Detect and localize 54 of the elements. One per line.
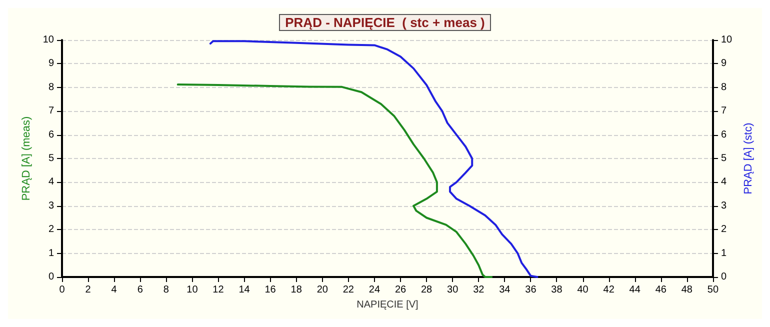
y2-tick-label: 5 [720, 153, 727, 164]
y-tick-label: 9 [48, 58, 54, 70]
x-tick-label: 20 [316, 284, 328, 296]
x-tick-label: 42 [603, 284, 615, 296]
y-tick-label: 10 [42, 34, 54, 46]
y-tick-label: 8 [48, 82, 54, 93]
y2-tick-label: 2 [720, 224, 727, 236]
x-tick-label: 16 [264, 284, 276, 296]
y-tick-label: 1 [48, 248, 54, 259]
y2-tick-label: 3 [720, 200, 727, 212]
x-tick-label: 14 [238, 284, 250, 296]
x-tick-label: 48 [681, 284, 693, 296]
y-tick-label: 2 [48, 224, 54, 236]
y2-tick-label: 7 [720, 106, 727, 117]
y2-tick-label: 0 [720, 272, 727, 282]
y2-tick-label: 6 [720, 129, 727, 140]
x-tick-label: 26 [394, 284, 407, 296]
x-tick-label: 38 [551, 284, 563, 296]
y-tick-label: 6 [48, 129, 54, 140]
x-tick-label: 36 [525, 284, 537, 296]
x-tick-label: 24 [368, 284, 380, 296]
x-tick-label: 8 [163, 284, 170, 296]
x-tick-label: 4 [111, 284, 118, 296]
y-axis-title: PRĄD [A] (meas) [20, 116, 32, 201]
y-tick-label: 3 [48, 200, 54, 212]
y2-tick-label: 1 [720, 248, 727, 259]
y-tick-label: 7 [48, 106, 54, 117]
x-tick-label: 34 [499, 284, 511, 296]
line-series [209, 40, 538, 278]
chart-title: PRĄD - NAPIĘCIE ( stc + meas ) [285, 15, 485, 30]
y-tick-label: 5 [48, 153, 54, 164]
y-tick-label: 4 [48, 176, 54, 188]
y2-tick-label: 9 [720, 58, 727, 70]
x-tick-label: 10 [186, 284, 198, 296]
x-tick-label: 22 [342, 284, 354, 296]
x-tick-label: 40 [577, 284, 589, 296]
y-tick-label: 0 [48, 272, 54, 282]
x-axis-title: NAPIĘCIE [V] [356, 299, 419, 310]
y2-tick-label: 4 [720, 176, 727, 188]
x-tick-label: 46 [655, 284, 667, 296]
y2-axis-title: PRĄD [A] (stc) [742, 122, 754, 194]
line-series [176, 84, 493, 278]
x-tick-label: 0 [59, 284, 66, 296]
x-tick-label: 44 [629, 284, 641, 296]
x-tick-label: 30 [447, 284, 459, 296]
x-tick-label: 32 [473, 284, 485, 296]
x-tick-label: 6 [137, 284, 144, 296]
x-tick-label: 50 [707, 284, 719, 296]
y2-tick-label: 8 [720, 82, 727, 93]
x-tick-label: 18 [290, 284, 302, 296]
x-tick-label: 28 [420, 284, 433, 296]
y2-tick-label: 10 [720, 34, 733, 46]
x-tick-label: 12 [212, 284, 224, 296]
x-tick-label: 2 [85, 284, 92, 296]
